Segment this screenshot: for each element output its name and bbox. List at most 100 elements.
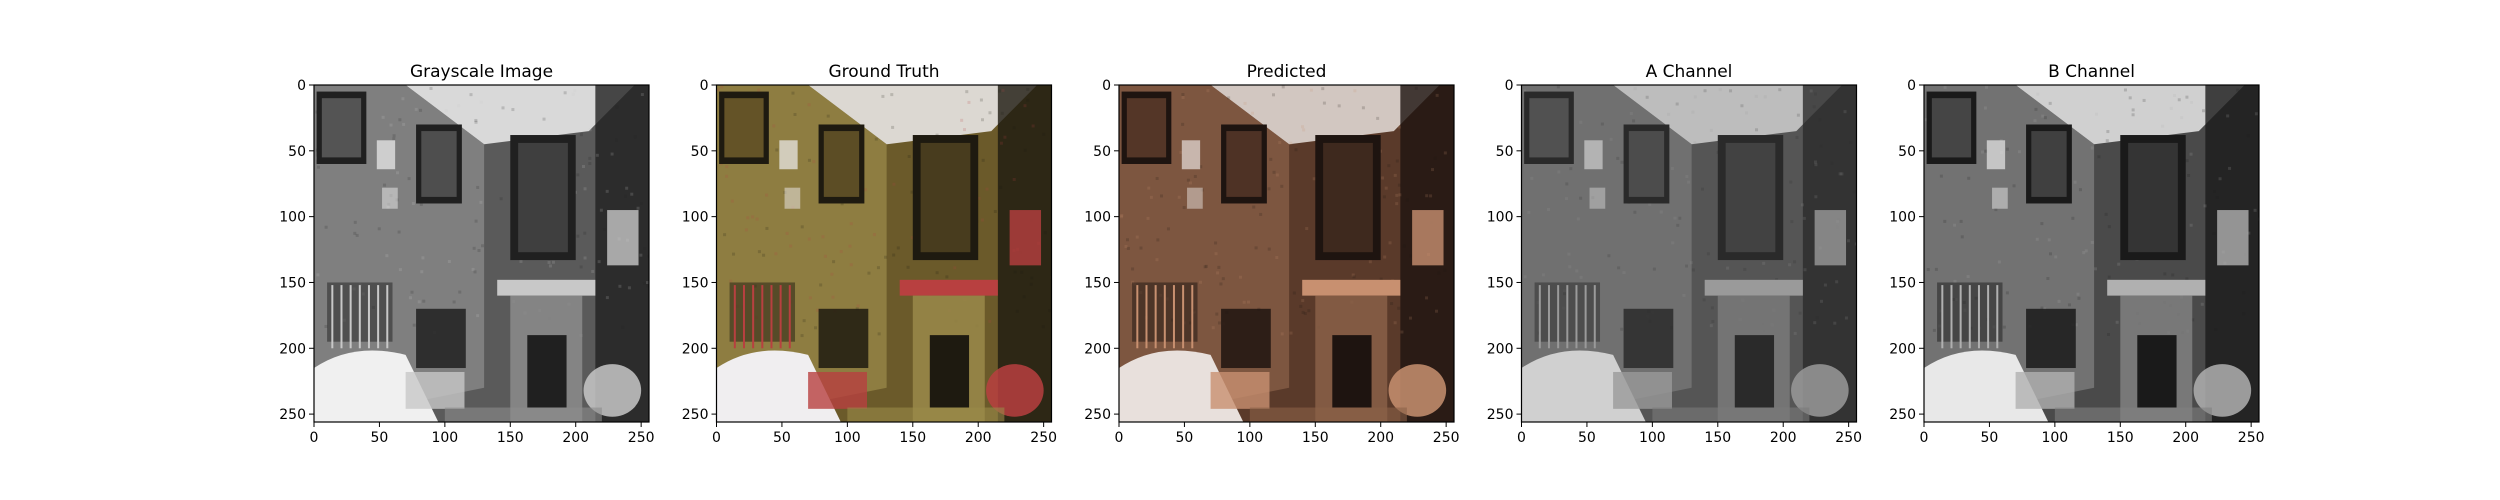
image-chair <box>1791 364 1849 417</box>
image-texture <box>1280 332 1284 336</box>
image-texture <box>891 125 895 129</box>
image-texture <box>1361 106 1365 110</box>
image-texture <box>2040 306 2044 310</box>
image-texture <box>1648 202 1652 206</box>
image-texture <box>730 199 734 203</box>
image-texture <box>417 300 421 304</box>
image-texture <box>571 92 575 96</box>
image-texture <box>884 255 888 259</box>
x-tick-label: 100 <box>431 430 458 446</box>
image-texture <box>1691 268 1695 272</box>
panel-title: Ground Truth <box>828 62 939 82</box>
image-texture <box>2017 150 2021 154</box>
y-tick-label: 0 <box>1907 78 1916 94</box>
image-texture <box>1710 306 1714 310</box>
image-texture <box>1305 227 1309 231</box>
image-chair <box>986 364 1044 417</box>
image-texture <box>1435 93 1439 97</box>
image-texture <box>1322 101 1326 105</box>
image-texture <box>1312 177 1316 181</box>
image-texture <box>1726 266 1730 270</box>
x-tick-label: 50 <box>773 430 791 446</box>
image-texture <box>1414 86 1418 90</box>
image-texture <box>645 281 649 285</box>
image-texture <box>1384 186 1388 190</box>
image-texture <box>2212 232 2216 236</box>
image-texture <box>1203 265 1207 269</box>
image-texture <box>1217 265 1221 269</box>
image-texture <box>469 93 473 97</box>
image-texture <box>1693 141 1697 145</box>
image-texture <box>988 111 992 115</box>
image-texture <box>1994 208 1998 212</box>
image-texture <box>1579 120 1583 124</box>
image-texture <box>576 234 580 238</box>
image-texture <box>1443 268 1447 272</box>
image-texture <box>988 319 992 323</box>
image-texture <box>2201 109 2205 113</box>
image-texture <box>755 217 759 221</box>
image-texture <box>548 264 552 268</box>
x-tick-label: 0 <box>1920 430 1929 446</box>
image-texture <box>398 268 402 272</box>
image-texture <box>1813 321 1817 325</box>
image-texture <box>1259 212 1263 216</box>
image-mantel <box>1302 279 1401 296</box>
image-texture <box>1043 231 1047 235</box>
image-texture <box>519 259 523 263</box>
image-texture <box>1709 324 1713 328</box>
image-texture <box>1289 141 1293 145</box>
image-floor <box>2054 407 2212 422</box>
image-texture <box>1126 246 1130 250</box>
x-tick-label: 50 <box>1981 430 1999 446</box>
image-texture <box>1243 101 1247 105</box>
image-texture <box>1691 110 1695 114</box>
image-ceiling <box>405 85 635 145</box>
image-texture <box>1629 112 1633 116</box>
image-floor <box>444 407 602 422</box>
image-texture <box>2173 93 2177 97</box>
image-texture <box>583 231 587 235</box>
image-texture <box>1177 195 1181 199</box>
image-texture <box>1567 252 1571 256</box>
image-texture <box>1353 89 1357 93</box>
image-texture <box>353 231 357 235</box>
image-texture <box>765 193 769 197</box>
image-texture <box>1980 150 1984 154</box>
image-texture <box>2073 180 2077 184</box>
image-texture <box>2228 166 2232 170</box>
image-texture <box>1409 254 1413 258</box>
y-tick-label: 200 <box>682 341 709 357</box>
image-portrait-inner <box>1323 142 1373 253</box>
image-frame <box>1589 187 1606 209</box>
image-texture <box>355 233 359 237</box>
image-texture <box>789 244 793 248</box>
image-texture <box>1227 96 1231 100</box>
image-texture <box>1020 270 1024 274</box>
image-texture <box>2180 116 2184 120</box>
image-texture <box>2082 251 2086 255</box>
image-texture <box>2107 225 2111 229</box>
image-texture <box>1673 216 1677 220</box>
image-texture <box>2095 112 2099 116</box>
image-texture <box>1633 87 1637 91</box>
image-texture <box>881 94 885 98</box>
image-texture <box>762 253 766 257</box>
image-texture <box>1943 219 1947 223</box>
image-texture <box>2177 98 2181 102</box>
image-texture <box>1400 330 1404 334</box>
image-texture <box>1275 173 1279 177</box>
image-texture <box>1267 187 1271 191</box>
image-texture <box>615 105 619 109</box>
image-texture <box>1294 148 1298 152</box>
image-texture <box>1275 255 1279 259</box>
image-texture <box>808 296 812 300</box>
image-texture <box>646 284 649 288</box>
image-texture <box>1179 150 1183 154</box>
image-texture <box>472 246 476 250</box>
image-texture <box>389 123 393 127</box>
image-texture <box>999 185 1003 189</box>
image-texture <box>807 237 811 241</box>
